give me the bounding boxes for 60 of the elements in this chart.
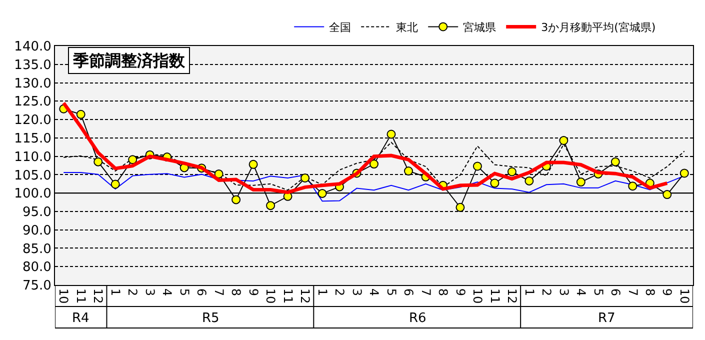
- x-tick-label: 5: [591, 288, 606, 296]
- text: R7: [598, 311, 616, 326]
- x-tick-label: 8: [642, 288, 657, 296]
- x-tick-label: 10: [470, 288, 485, 304]
- x-tick-label: 6: [194, 288, 209, 296]
- x-tick-label: 10: [264, 288, 278, 304]
- y-tick-label: 95.0: [22, 205, 52, 220]
- x-tick-label: 1: [522, 288, 536, 296]
- x-tick-label: 4: [367, 288, 382, 296]
- y-tick-label: 100.0: [14, 186, 52, 202]
- x-tick-label: 2: [540, 288, 554, 296]
- x-tick-label: 2: [126, 288, 140, 296]
- y-tick-label: 125.0: [14, 94, 52, 110]
- x-tick-label: 3: [556, 288, 571, 296]
- y-tick-label: 105.0: [14, 168, 52, 184]
- y-tick-label: 75.0: [22, 278, 52, 294]
- x-tick-label: 9: [246, 288, 260, 296]
- y-tick-label: 85.0: [22, 242, 52, 257]
- x-tick-label: 10: [56, 288, 71, 304]
- x-tick-label: 4: [574, 288, 588, 296]
- legend-label: 3か月移動平均(宮城県): [541, 21, 656, 34]
- y-tick-label: 90.0: [22, 223, 52, 238]
- y-tick-label: 80.0: [22, 260, 52, 276]
- x-tick-label: 8: [229, 288, 244, 296]
- x-tick-label: 1: [108, 288, 122, 296]
- text: R4: [72, 311, 90, 326]
- x-tick-label: 11: [488, 288, 502, 304]
- x-tick-label: 3: [142, 288, 157, 296]
- y-tick-label: 140.0: [14, 40, 52, 55]
- text: R6: [409, 311, 426, 326]
- x-tick-label: 7: [418, 288, 433, 296]
- x-tick-label: 12: [91, 288, 106, 304]
- x-tick-label: 12: [298, 288, 312, 304]
- x-tick-label: 3: [350, 288, 364, 296]
- x-tick-label: 5: [177, 288, 192, 296]
- x-tick-label: 10: [677, 288, 692, 304]
- legend-label: 全国: [329, 21, 352, 34]
- x-tick-label: 11: [280, 288, 295, 304]
- y-tick-label: 115.0: [14, 131, 52, 146]
- x-tick-label: 11: [74, 288, 88, 304]
- y-tick-label: 120.0: [14, 113, 52, 128]
- x-tick-label: 6: [608, 288, 623, 296]
- legend-label: 東北: [396, 21, 418, 34]
- y-tick-label: 110.0: [14, 150, 52, 165]
- x-tick-label: 2: [332, 288, 347, 296]
- text: R5: [202, 311, 220, 326]
- chart-title: 季節調整済指数: [72, 51, 186, 70]
- x-tick-label: 7: [212, 288, 226, 296]
- x-tick-label: 6: [402, 288, 416, 296]
- x-tick-label: 12: [505, 288, 520, 304]
- legend-label: 宮城県: [463, 21, 496, 34]
- y-tick-label: 135.0: [14, 58, 52, 73]
- x-tick-label: 1: [315, 288, 330, 296]
- x-tick-label: 9: [453, 288, 468, 296]
- x-tick-label: 9: [660, 288, 674, 296]
- x-tick-label: 4: [160, 288, 174, 296]
- x-tick-label: 8: [436, 288, 450, 296]
- y-tick-label: 130.0: [14, 76, 52, 92]
- x-tick-label: 5: [384, 288, 398, 296]
- x-tick-label: 7: [626, 288, 640, 296]
